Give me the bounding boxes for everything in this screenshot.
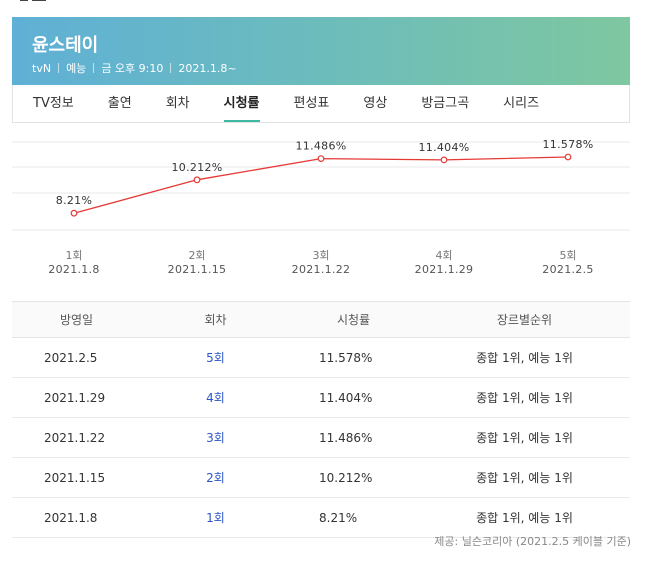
genre-label: 예능 — [66, 62, 87, 75]
x-tick-episode: 3회 — [312, 249, 329, 262]
x-tick-date: 2021.1.8 — [48, 263, 99, 276]
tab-episodes[interactable]: 회차 — [165, 96, 190, 111]
cell-rank: 종합 1위, 예능 1위 — [419, 417, 630, 458]
table-row: 2021.1.22 3회 11.486% 종합 1위, 예능 1위 — [12, 417, 630, 458]
tab-cast[interactable]: 출연 — [107, 96, 132, 111]
data-point — [193, 176, 201, 184]
tab-video[interactable]: 영상 — [363, 96, 388, 111]
data-label: 11.404% — [418, 141, 469, 154]
data-label: 11.578% — [542, 138, 593, 151]
cell-rating: 8.21% — [289, 497, 419, 538]
tab-series[interactable]: 시리즈 — [503, 96, 540, 111]
cell-rating: 11.578% — [289, 337, 419, 378]
cell-rating: 11.404% — [289, 377, 419, 418]
col-header-date: 방영일 — [12, 301, 142, 338]
program-header: 윤스테이 tvN 예능 금 오후 9:10 2021.1.8~ — [12, 17, 630, 85]
tab-ratings[interactable]: 시청률 — [223, 85, 260, 122]
channel-label: tvN — [32, 61, 52, 75]
table-row: 2021.1.29 4회 11.404% 종합 1위, 예능 1위 — [12, 377, 630, 418]
cell-rank: 종합 1위, 예능 1위 — [419, 457, 630, 498]
x-tick-date: 2021.1.15 — [168, 263, 227, 276]
episode-link[interactable]: 1회 — [206, 511, 225, 525]
col-header-rating: 시청률 — [289, 301, 419, 338]
data-label: 11.486% — [295, 140, 346, 153]
col-header-rank: 장르별순위 — [419, 301, 630, 338]
data-point — [440, 156, 448, 164]
cell-rank: 종합 1위, 예능 1위 — [419, 377, 630, 418]
x-tick-date: 2021.1.22 — [292, 263, 351, 276]
episode-link[interactable]: 5회 — [206, 351, 225, 365]
table-header-row: 방영일 회차 시청률 장르별순위 — [12, 301, 630, 338]
cell-date: 2021.1.29 — [12, 377, 142, 418]
top-edge-fragment — [12, 0, 52, 6]
table-row: 2021.2.5 5회 11.578% 종합 1위, 예능 1위 — [12, 337, 630, 378]
tab-music[interactable]: 방금그곡 — [421, 96, 470, 111]
episode-link[interactable]: 2회 — [206, 471, 225, 485]
ratings-line-chart: 8.21%10.212%11.486% 11.404% 11.578% 1회2021… — [12, 138, 630, 276]
x-tick-episode: 2회 — [188, 249, 205, 262]
cell-rank: 종합 1위, 예능 1위 — [419, 497, 630, 538]
x-tick-date: 2021.2.5 — [542, 263, 593, 276]
meta-divider — [58, 63, 60, 73]
start-date-label: 2021.1.8~ — [178, 61, 237, 75]
col-header-episode: 회차 — [142, 301, 289, 338]
cell-date: 2021.1.15 — [12, 457, 142, 498]
data-point — [564, 153, 572, 161]
table-row: 2021.1.8 1회 8.21% 종합 1위, 예능 1위 — [12, 497, 630, 538]
x-tick-episode: 4회 — [435, 249, 452, 262]
x-tick-episode: 1회 — [65, 249, 82, 262]
program-title[interactable]: 윤스테이 — [32, 35, 99, 56]
table-row: 2021.1.15 2회 10.212% 종합 1위, 예능 1위 — [12, 457, 630, 498]
cell-rating: 10.212% — [289, 457, 419, 498]
cell-date: 2021.1.8 — [12, 497, 142, 538]
airtime-label: 금 오후 9:10 — [101, 62, 164, 75]
cell-rank: 종합 1위, 예능 1위 — [419, 337, 630, 378]
episode-link[interactable]: 4회 — [206, 391, 225, 405]
meta-divider — [170, 63, 172, 73]
ratings-chart: 8.21% 10.212% 11.486% 11.404% 11.578% 1회 2021… — [0, 122, 645, 300]
tab-schedule[interactable]: 편성표 — [293, 96, 330, 111]
ratings-series-line — [73, 156, 569, 214]
data-label: 10.212% — [171, 161, 222, 174]
cell-date: 2021.2.5 — [12, 337, 142, 378]
data-source-note: 제공: 닐슨코리아 (2021.2.5 케이블 기준) — [434, 535, 631, 548]
program-tabs: TV정보 출연 회차 시청률 편성표 영상 방금그곡 시리즈 — [12, 85, 630, 123]
cell-date: 2021.1.22 — [12, 417, 142, 458]
data-label: 8.21% — [56, 194, 92, 207]
tab-tv-info[interactable]: TV정보 — [33, 96, 74, 111]
program-meta: tvN 예능 금 오후 9:10 2021.1.8~ — [32, 60, 237, 76]
data-point — [317, 155, 325, 162]
x-tick-episode: 5회 — [559, 249, 576, 262]
episode-link[interactable]: 3회 — [206, 431, 225, 445]
meta-divider — [93, 63, 95, 73]
x-tick-date: 2021.1.29 — [415, 263, 474, 276]
cell-rating: 11.486% — [289, 417, 419, 458]
data-point — [70, 209, 78, 217]
ratings-table: 방영일 회차 시청률 장르별순위 2021.2.5 5회 11.578% 종합 … — [12, 301, 630, 538]
